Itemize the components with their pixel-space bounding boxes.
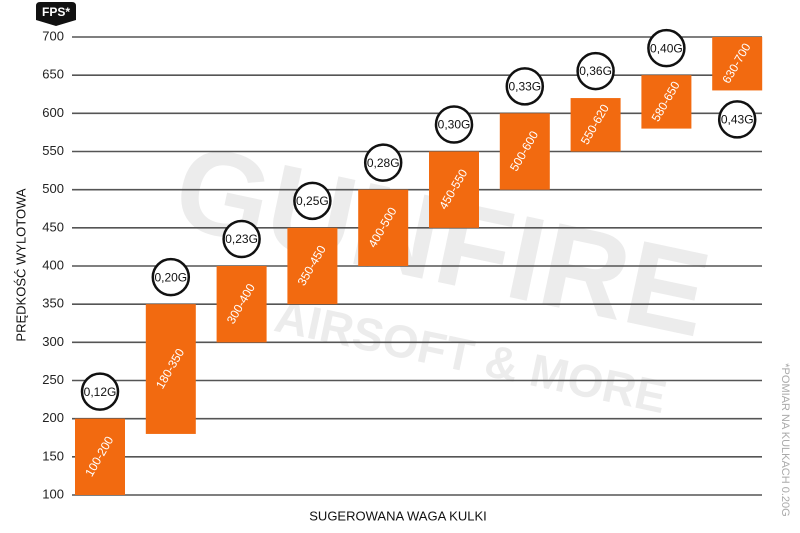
y-tick-label: 400 bbox=[42, 257, 64, 272]
x-category-label: 0,25G bbox=[296, 194, 329, 208]
weight-badge bbox=[505, 67, 545, 106]
y-tick-label: 700 bbox=[42, 28, 64, 43]
weight-badge bbox=[80, 372, 120, 411]
y-tick-label: 150 bbox=[42, 448, 64, 463]
x-category-label: 0,43G bbox=[721, 113, 754, 127]
x-category-label: 0,12G bbox=[84, 385, 117, 399]
y-tick-label: 450 bbox=[42, 219, 64, 234]
y-tick-label: 250 bbox=[42, 372, 64, 387]
weight-badge bbox=[222, 219, 261, 259]
weight-badge bbox=[293, 181, 332, 221]
weight-badge bbox=[647, 28, 686, 68]
bar bbox=[216, 266, 267, 343]
weight-badge bbox=[151, 257, 191, 297]
y-tick-label: 600 bbox=[42, 105, 64, 120]
bar bbox=[499, 113, 550, 190]
y-axis-title: PRĘDKOŚĆ WYLOTOWA bbox=[13, 188, 28, 341]
weight-badge bbox=[717, 100, 757, 139]
x-category-label: 0,36G bbox=[579, 64, 612, 78]
weight-badge bbox=[363, 143, 403, 182]
bar bbox=[145, 304, 196, 434]
x-category-label: 0,23G bbox=[225, 232, 258, 246]
bar bbox=[712, 37, 763, 91]
bar bbox=[75, 418, 125, 495]
y-tick-label: 550 bbox=[42, 143, 64, 158]
unit-label: FPS* bbox=[42, 5, 70, 19]
y-tick-label: 100 bbox=[42, 486, 64, 501]
x-category-label: 0,33G bbox=[508, 80, 541, 94]
bar bbox=[429, 151, 479, 228]
x-category-label: 0,40G bbox=[650, 41, 683, 55]
footnote: *POMIAR NA KULKACH 0.20G bbox=[779, 363, 791, 516]
unit-badge bbox=[36, 2, 76, 26]
bar bbox=[358, 189, 409, 266]
x-axis-title: SUGEROWANA WAGA KULKI bbox=[309, 508, 486, 523]
y-tick-label: 500 bbox=[42, 181, 64, 196]
x-category-label: 0,30G bbox=[438, 118, 471, 132]
y-tick-label: 350 bbox=[42, 296, 64, 311]
bar bbox=[641, 75, 692, 129]
y-tick-label: 200 bbox=[42, 410, 64, 425]
x-category-label: 0,28G bbox=[367, 156, 400, 170]
y-tick-label: 300 bbox=[42, 334, 64, 349]
y-tick-label: 650 bbox=[42, 67, 64, 82]
x-category-label: 0,20G bbox=[154, 270, 187, 284]
weight-badge bbox=[576, 51, 615, 91]
bar bbox=[570, 98, 621, 152]
bar bbox=[287, 227, 338, 305]
weight-badge bbox=[434, 105, 474, 144]
